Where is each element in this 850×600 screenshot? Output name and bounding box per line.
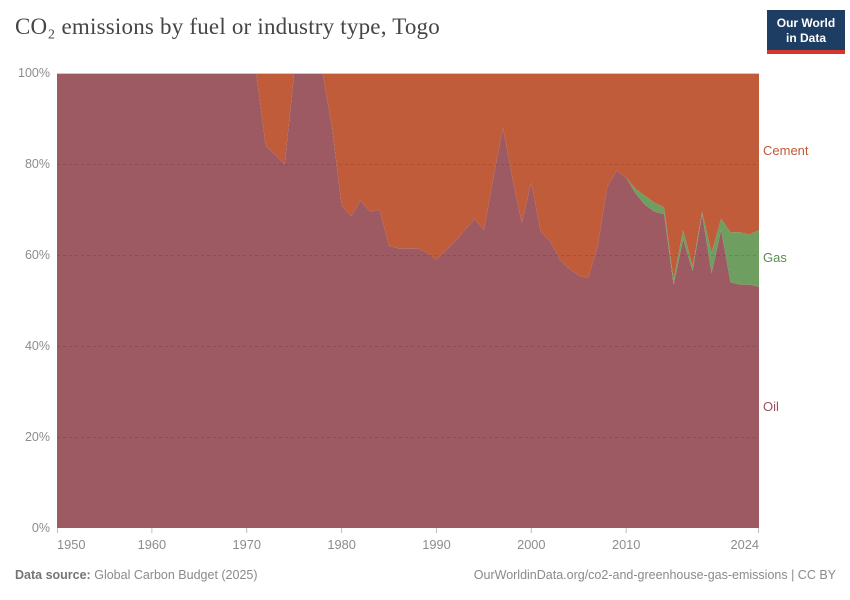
series-label-gas[interactable]: Gas <box>763 250 787 266</box>
y-axis-label-0: 0% <box>31 521 50 535</box>
oil-area[interactable] <box>57 73 759 528</box>
x-axis-label-2000: 2000 <box>517 537 546 552</box>
x-axis-label-1980: 1980 <box>327 537 356 552</box>
owid-logo-line2: in Data <box>785 30 826 45</box>
data-source-label: Data source: <box>15 568 91 582</box>
series-label-cement[interactable]: Cement <box>763 143 809 159</box>
y-axis-label-40: 40% <box>24 339 50 353</box>
owid-logo-line1: Our World <box>776 16 836 30</box>
attribution-link[interactable]: OurWorldinData.org/co2-and-greenhouse-ga… <box>473 568 836 582</box>
owid-logo[interactable]: Our World in Data <box>767 10 845 54</box>
x-axis-label-1990: 1990 <box>422 537 451 552</box>
data-source: Data source: Global Carbon Budget (2025) <box>15 568 258 582</box>
series-label-oil[interactable]: Oil <box>763 399 779 415</box>
y-axis-label-100: 100% <box>18 66 50 80</box>
x-axis-label-2024: 2024 <box>730 537 759 552</box>
x-axis-label-1950: 1950 <box>57 537 86 552</box>
y-axis-label-60: 60% <box>24 248 50 262</box>
x-axis-label-1970: 1970 <box>232 537 261 552</box>
page-title: CO₂ emissions by fuel or industry type, … <box>15 14 440 39</box>
x-axis-label-1960: 1960 <box>137 537 167 552</box>
stacked-area-plot[interactable] <box>57 73 759 534</box>
y-axis-label-80: 80% <box>24 157 50 171</box>
data-source-value: Global Carbon Budget (2025) <box>94 568 258 582</box>
cement-area[interactable] <box>57 73 759 280</box>
y-axis-label-20: 20% <box>24 430 50 444</box>
x-axis-label-2010: 2010 <box>611 537 641 552</box>
